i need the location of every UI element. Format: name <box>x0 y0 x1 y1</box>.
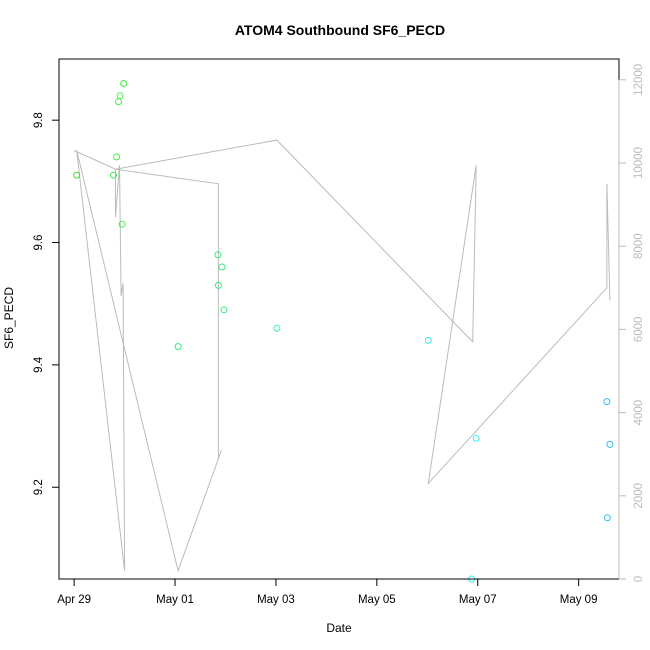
y-right-tick-label: 8000 <box>633 233 645 259</box>
data-point <box>118 220 126 228</box>
y-left-tick-label: 9.2 <box>33 479 45 495</box>
data-point <box>73 171 81 179</box>
data-point <box>113 153 120 161</box>
data-point <box>120 80 128 87</box>
y-right-axis: 0 2000 4000 6000 8000 10000 12000 <box>618 64 645 582</box>
data-point <box>606 440 614 448</box>
x-axis-label: Date <box>326 621 352 635</box>
y-left-axis: 9.2 9.4 9.6 9.8 <box>33 112 60 495</box>
y-right-tick-label: 0 <box>633 576 645 582</box>
data-point <box>218 263 226 271</box>
secondary-line-layer <box>73 139 611 573</box>
data-point <box>116 92 124 100</box>
data-point <box>110 171 117 179</box>
data-point <box>174 343 182 350</box>
y-left-tick-label: 9.6 <box>33 235 45 251</box>
chart-title: ATOM4 Southbound SF6_PECD <box>235 22 445 38</box>
y-axis-label: SF6_PECD <box>2 287 16 349</box>
x-tick-label: May 09 <box>560 594 598 606</box>
y-right-tick-label: 6000 <box>633 317 645 343</box>
secondary-series-line <box>73 139 611 573</box>
y-right-tick-label: 2000 <box>633 483 645 509</box>
data-point <box>115 98 122 106</box>
data-point <box>472 434 480 442</box>
points-layer <box>73 80 614 583</box>
y-right-tick-label: 4000 <box>633 400 645 426</box>
data-point <box>273 324 281 332</box>
data-point <box>214 281 222 289</box>
y-right-tick-label: 10000 <box>633 147 645 179</box>
data-point <box>214 251 222 259</box>
x-tick-label: May 03 <box>257 594 295 606</box>
data-point <box>424 336 432 344</box>
y-left-tick-label: 9.8 <box>33 112 45 128</box>
data-point <box>220 306 228 314</box>
data-point <box>603 398 611 406</box>
y-left-tick-label: 9.4 <box>33 356 45 373</box>
x-axis: Apr 29 May 01 May 03 May 05 May 07 May 09 <box>57 578 598 606</box>
x-tick-label: May 07 <box>459 594 497 606</box>
plot-frame <box>58 58 620 580</box>
x-tick-label: May 05 <box>358 594 396 606</box>
x-tick-label: May 01 <box>156 594 194 606</box>
x-tick-label: Apr 29 <box>57 594 91 606</box>
y-right-tick-label: 12000 <box>633 64 645 96</box>
data-point <box>603 514 611 522</box>
